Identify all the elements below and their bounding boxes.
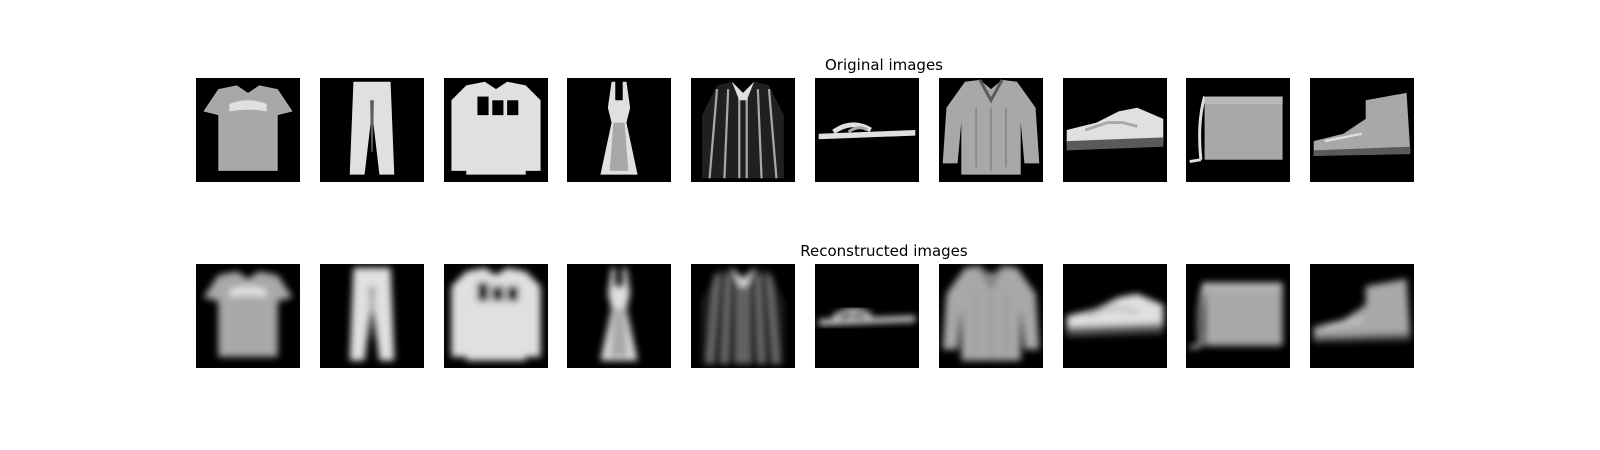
original-image-sandal (815, 78, 919, 182)
reconstructed-image-ankle-boot (1310, 264, 1415, 368)
original-image-trouser (319, 78, 424, 182)
reconstructed-image-shirt (938, 264, 1043, 368)
reconstructed-image-pullover (443, 264, 548, 368)
reconstructed-image-trouser (319, 264, 424, 368)
original-image-pullover (443, 78, 548, 182)
original-image-dress (567, 78, 672, 182)
reconstructed-row-title: Reconstructed images (800, 242, 968, 260)
original-image-ankle-boot (1310, 78, 1415, 182)
reconstructed-image-bag (1186, 264, 1291, 368)
original-image-coat (691, 78, 796, 182)
reconstructed-image-sandal (815, 264, 919, 368)
reconstructed-image-tshirt (196, 264, 300, 368)
original-image-bag (1186, 78, 1291, 182)
original-image-sneaker (1062, 78, 1167, 182)
original-row-title: Original images (824, 56, 943, 74)
reconstructed-image-dress (567, 264, 672, 368)
reconstructed-image-coat (691, 264, 796, 368)
original-image-tshirt (196, 78, 300, 182)
original-image-shirt (938, 78, 1043, 182)
reconstructed-image-sneaker (1062, 264, 1167, 368)
